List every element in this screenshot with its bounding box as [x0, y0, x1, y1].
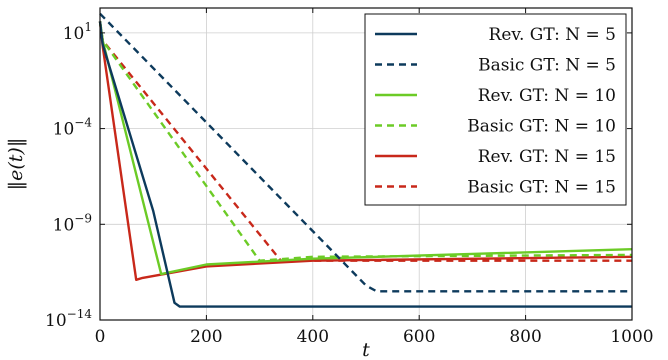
y-tick-label: 10−14: [45, 307, 92, 331]
x-tick-label: 0: [95, 327, 106, 347]
legend-entry: Rev. GT: N = 5: [489, 25, 616, 45]
y-tick-label: 101: [63, 20, 92, 44]
legend: Rev. GT: N = 5 Basic GT: N = 5 Rev. GT: N …: [364, 13, 627, 206]
series-line: [99, 12, 632, 293]
series-line: [98, 21, 632, 308]
legend-entry: Basic GT: N = 10: [467, 117, 616, 137]
legend-entry: Basic GT: N = 5: [478, 56, 616, 76]
x-tick-label: 200: [190, 327, 222, 347]
legend-entry: Basic GT: N = 15: [467, 178, 616, 198]
series-lines: [98, 12, 633, 308]
y-axis-label: ‖e(t)‖: [5, 138, 27, 191]
axis-ticks: 0 200 400 600 800 1000 101 10−4 10−9 10−14: [45, 8, 654, 347]
x-tick-label: 400: [297, 327, 329, 347]
legend-entry: Rev. GT: N = 10: [478, 86, 616, 106]
x-tick-label: 600: [403, 327, 435, 347]
legend-entry: Rev. GT: N = 15: [478, 147, 616, 167]
x-axis-label: t: [362, 339, 370, 360]
y-tick-label: 10−9: [53, 211, 92, 235]
legend-box: [364, 13, 627, 206]
x-tick-label: 1000: [610, 327, 653, 347]
plot-frame: [99, 7, 633, 321]
y-tick-label: 10−4: [53, 116, 93, 140]
x-tick-label: 800: [509, 327, 541, 347]
